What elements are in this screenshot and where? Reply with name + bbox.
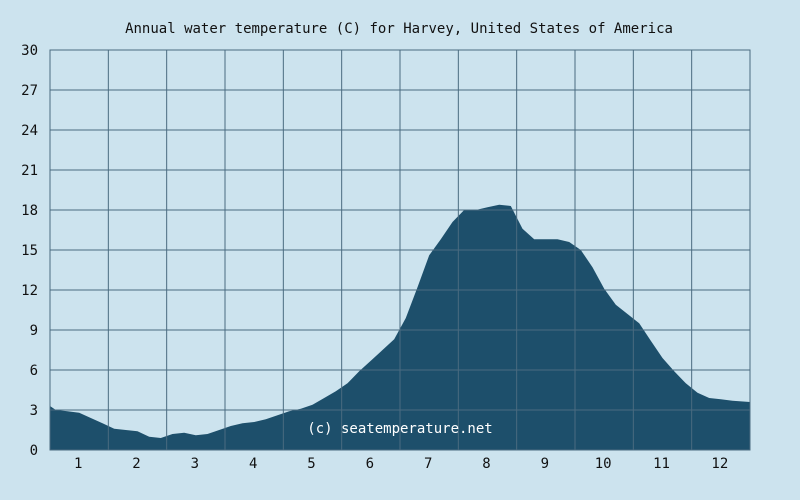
y-tick-label-3: 3 [30,403,38,419]
x-tick-label-7: 7 [424,456,432,472]
x-tick-label-2: 2 [132,456,140,472]
x-tick-label-10: 10 [595,456,612,472]
x-tick-label-3: 3 [191,456,199,472]
y-tick-label-18: 18 [21,203,38,219]
x-tick-label-1: 1 [74,456,82,472]
plot-frame [49,49,751,451]
x-tick-label-6: 6 [366,456,374,472]
x-tick-label-8: 8 [482,456,490,472]
x-tick-label-12: 12 [711,456,728,472]
y-tick-label-27: 27 [21,83,38,99]
x-axis: 1 2 3 4 5 6 7 8 9 10 11 12 [74,456,728,472]
y-tick-label-6: 6 [30,363,38,379]
grid-layer [49,49,751,451]
chart-title: Annual water temperature (C) for Harvey,… [125,21,673,37]
y-tick-label-21: 21 [21,163,38,179]
y-tick-label-12: 12 [21,283,38,299]
y-tick-label-15: 15 [21,243,38,259]
y-tick-label-9: 9 [30,323,38,339]
x-tick-label-11: 11 [653,456,670,472]
x-tick-label-4: 4 [249,456,257,472]
x-tick-label-9: 9 [541,456,549,472]
y-tick-label-0: 0 [30,443,38,459]
y-tick-label-30: 30 [21,43,38,59]
x-tick-label-5: 5 [307,456,315,472]
y-axis: 0 3 6 9 12 15 18 21 24 27 30 [21,43,38,459]
y-tick-label-24: 24 [21,123,38,139]
credit-text: (c) seatemperature.net [307,421,492,437]
